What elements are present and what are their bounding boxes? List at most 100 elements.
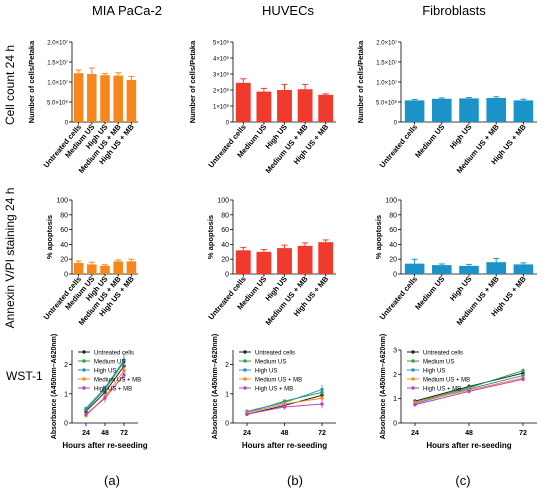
bar [297,89,313,122]
data-point [122,373,126,377]
legend-marker [243,359,247,363]
panel-label-b: (b) [287,473,303,488]
column-titles: MIA PaCa-2 HUVECs Fibroblasts [92,3,486,18]
legend-marker [411,386,415,390]
y-tick-label: 0 [225,272,229,279]
x-tick-label: High US [448,123,474,151]
bar [513,264,534,274]
y-axis-label: % apoptosis [374,215,383,259]
legend-label: High US [94,368,116,374]
bar [256,251,272,274]
data-point [103,386,107,390]
y-axis-label: Number of cells/Petaka [27,40,36,123]
bar [486,262,506,274]
data-point [467,389,471,394]
y-axis-label: Number of cells/Petaka [356,40,365,123]
bar [277,90,292,122]
legend-label: Medium US [255,359,286,365]
y-tick-label: 3 [393,348,397,355]
y-tick-label: 0 [226,121,230,127]
chart-panel-6: 0 1 2 Absorbance (A450nm–A620nm) 24 48 72 Hours… [51,334,148,450]
legend-label: High US [423,368,445,374]
column-title-mia-paca-2: MIA PaCa-2 [92,3,162,18]
bar [235,250,251,274]
y-axis-label: Number of cells/Petaka [188,40,197,123]
x-axis-label: Hours after re-seeding [426,441,511,450]
bar [73,262,84,274]
y-tick-label: 1.5×10⁷ [47,60,68,67]
legend-marker [243,377,247,381]
x-axis-label: Hours after re-seeding [62,441,147,450]
data-point [413,400,417,405]
bar [513,100,534,122]
x-tick-label: Untreated cells [378,275,419,322]
bar [87,74,97,122]
y-axis-label: Absorbance (A450nm–A620nm) [212,334,219,439]
row-label-cell-count: Cell count 24 h [3,45,17,125]
legend-marker [411,359,415,363]
bar [126,80,137,122]
legend-label: Untreated cells [423,350,463,356]
legend-label: Medium US + MB [255,377,302,383]
x-tick-label: 72 [519,430,527,437]
y-tick-label: 100 [385,198,397,205]
y-tick-label: 2.0×10⁷ [376,40,397,47]
bar [404,100,425,122]
x-tick-label: 24 [82,430,90,437]
legend-label: High US [255,368,277,374]
panel-label-a: (a) [104,473,120,488]
legend-marker [82,377,86,381]
panel-labels: (a) (b) (c) [104,473,471,488]
bar [297,245,313,274]
x-tick-label: Untreated cells [378,123,419,170]
bar [432,98,452,122]
y-tick-label: 0 [64,421,68,428]
data-point [122,358,126,362]
y-tick-label: 40 [389,242,397,249]
y-tick-label: 2×10⁶ [213,88,230,95]
chart-panel-8: 0 1 2 3 Absorbance (A450nm–A620nm) 24 48 72 Hour… [380,334,537,450]
y-tick-label: 0 [393,421,397,428]
x-tick-label: 24 [243,430,251,437]
y-tick-label: 60 [221,227,229,234]
row-label-annexin: Annexin V/PI staining 24 h [3,188,17,329]
chart-panel-0: 0 5.0×10⁶ 1.0×10⁷ 1.5×10⁷ 2.0×10⁷ Number of c… [27,40,138,175]
bar [126,261,137,274]
data-point [84,412,88,416]
legend-marker [243,386,247,390]
legend-label: Medium US + MB [94,377,141,383]
legend-marker [82,350,86,354]
row-label-wst1: WST-1 [6,369,43,383]
data-point [320,387,324,392]
bar [100,265,110,274]
y-tick-label: 3×10⁶ [213,72,230,79]
bar [459,98,479,122]
bar [459,265,479,274]
y-tick-label: 60 [60,227,68,234]
y-axis-label: Absorbance (A450nm–A620nm) [51,334,58,439]
data-point [282,405,287,409]
y-tick-label: 1 [393,396,397,403]
bar [73,73,84,122]
x-tick-label: 72 [120,430,128,437]
y-axis-label: Absorbance (A450nm–A620nm) [380,334,387,439]
y-tick-label: 0 [64,272,68,279]
y-tick-label: 60 [389,227,397,234]
bar [277,248,292,274]
y-tick-label: 4×10⁶ [213,56,230,63]
chart-panels: 0 5.0×10⁶ 1.0×10⁷ 1.5×10⁷ 2.0×10⁷ Number of c… [27,40,537,450]
legend-label: High US + MB [94,386,132,392]
y-tick-label: 5×10⁶ [213,40,230,47]
y-axis-label: % apoptosis [45,215,54,259]
x-tick-label: 48 [281,430,289,437]
bar [113,75,123,122]
data-point [521,377,525,381]
y-tick-label: 40 [60,242,68,249]
y-tick-label: 0 [225,421,229,428]
legend-marker [243,368,247,372]
x-tick-label: 48 [101,430,109,437]
y-tick-label: 0 [394,121,398,127]
row-labels: Cell count 24 h Annexin V/PI staining 24… [3,45,43,383]
